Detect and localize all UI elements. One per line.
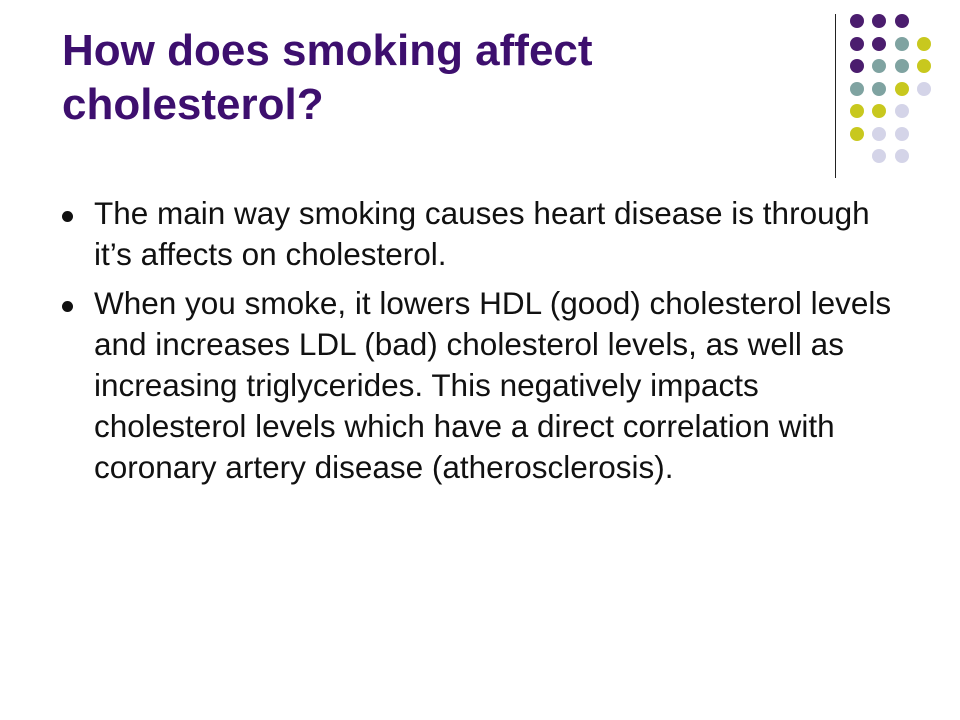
decorative-dot [872, 59, 886, 73]
bullet-item: When you smoke, it lowers HDL (good) cho… [62, 283, 912, 488]
decorative-dot [872, 104, 886, 118]
decorative-dot [849, 36, 864, 51]
bullet-list: The main way smoking causes heart diseas… [62, 193, 912, 496]
decorative-dot [894, 104, 909, 118]
decorative-dot [849, 81, 864, 96]
title-divider-line [835, 14, 836, 178]
decorative-dot [849, 126, 864, 141]
decorative-dot [894, 149, 909, 163]
decorative-dot [917, 59, 931, 73]
decorative-dot [894, 14, 909, 28]
decorative-dot [917, 36, 931, 51]
bullet-item: The main way smoking causes heart diseas… [62, 193, 912, 275]
decorative-dot [849, 14, 864, 28]
decorative-dot [849, 59, 864, 73]
bullet-dot-icon [62, 301, 73, 312]
decorative-dot [894, 81, 909, 96]
decorative-dot [894, 36, 909, 51]
decorative-dot [917, 81, 931, 96]
bullet-text: When you smoke, it lowers HDL (good) cho… [94, 285, 892, 485]
bullet-dot-icon [62, 211, 73, 222]
decorative-dot [894, 59, 909, 73]
decorative-dot [872, 126, 886, 141]
decorative-dot [894, 126, 909, 141]
slide-title: How does smoking affect cholesterol? [62, 26, 593, 129]
decorative-dot [872, 81, 886, 96]
decorative-dot [849, 104, 864, 118]
decorative-dot [872, 149, 886, 163]
decorative-dot [872, 36, 886, 51]
decorative-dot [872, 14, 886, 28]
bullet-text: The main way smoking causes heart diseas… [94, 195, 870, 272]
